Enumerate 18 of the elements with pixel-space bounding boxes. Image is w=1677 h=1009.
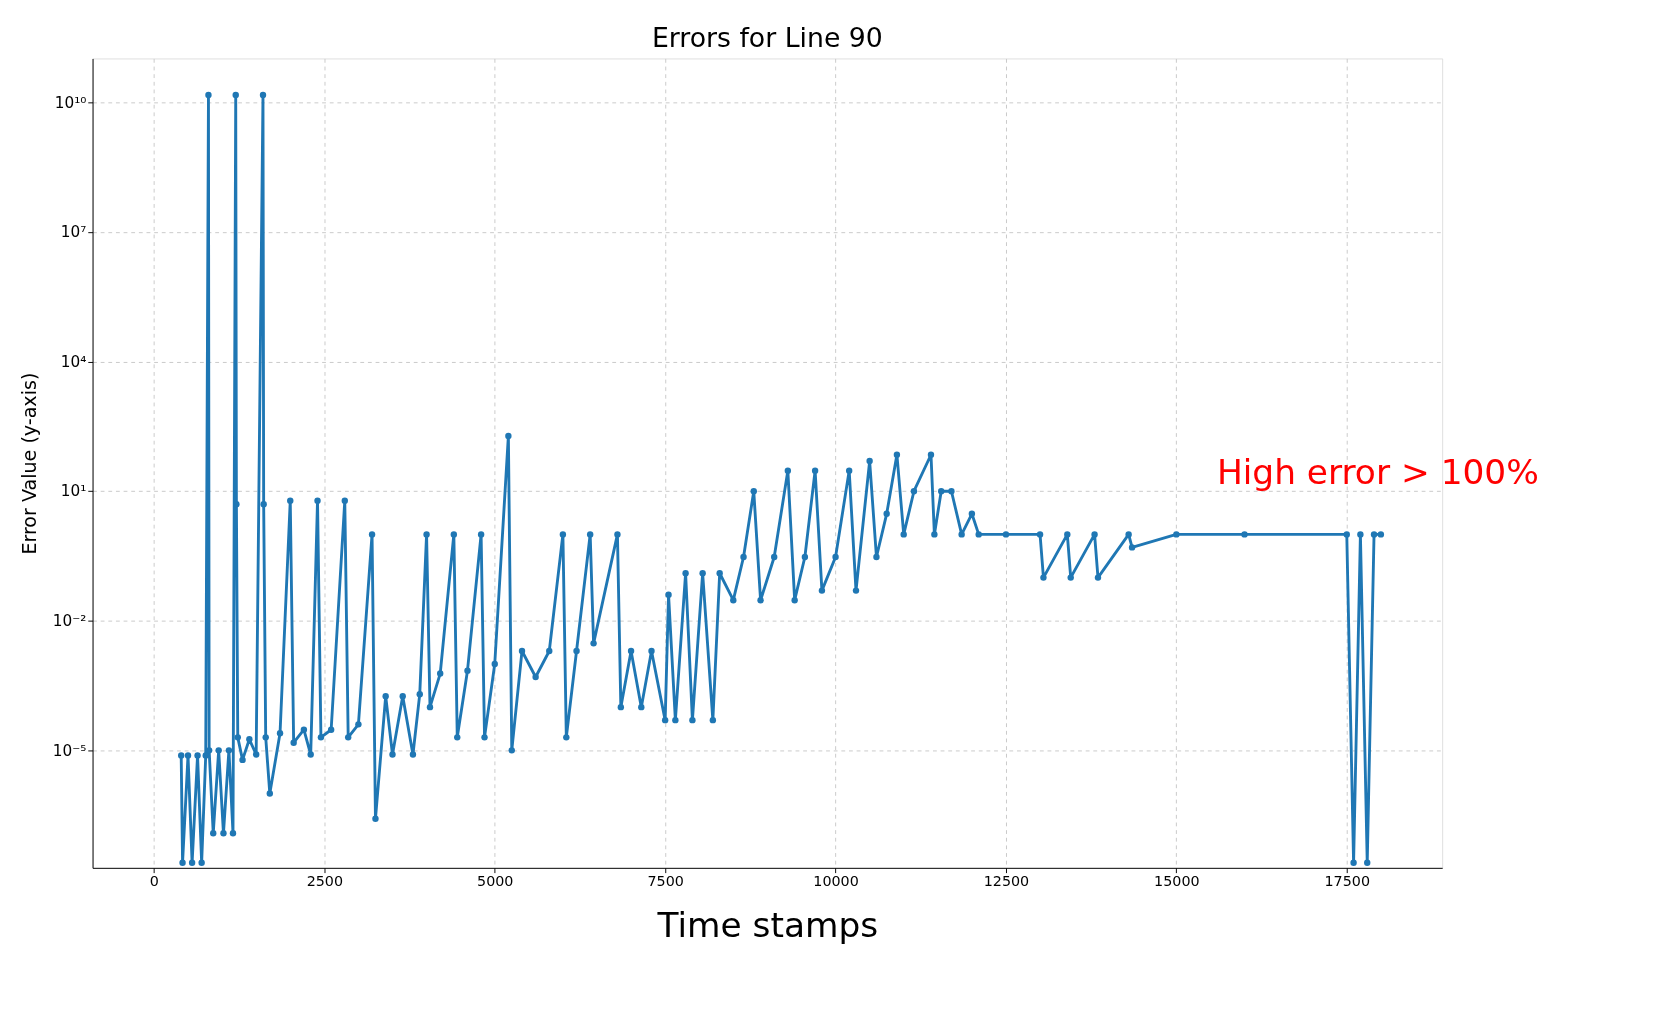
- x-tick-label: 5000: [477, 873, 514, 890]
- x-tick-label: 10000: [813, 873, 859, 890]
- x-tick-label: 15000: [1154, 873, 1200, 890]
- y-tick-label: 10⁷: [60, 223, 87, 242]
- x-tick-label: 0: [149, 873, 159, 890]
- x-tick-label: 2500: [306, 873, 344, 890]
- x-tick-label: 17500: [1324, 873, 1370, 890]
- y-tick-label: 10¹: [60, 482, 87, 501]
- y-tick-label: 10⁴: [60, 352, 87, 371]
- y-tick-label: 10¹⁰: [54, 93, 87, 112]
- x-tick-label: 7500: [647, 873, 684, 890]
- x-axis-title: Time stamps: [656, 905, 879, 946]
- x-tick-label: 12500: [983, 873, 1030, 890]
- y-tick-label: 10⁻²: [52, 612, 87, 631]
- chart-title: Errors for Line 90: [651, 22, 883, 54]
- y-tick-label: 10⁻⁵: [52, 741, 87, 760]
- annotation: High error > 100%: [1216, 452, 1539, 493]
- y-axis-title: Error Value (y-axis): [17, 372, 40, 555]
